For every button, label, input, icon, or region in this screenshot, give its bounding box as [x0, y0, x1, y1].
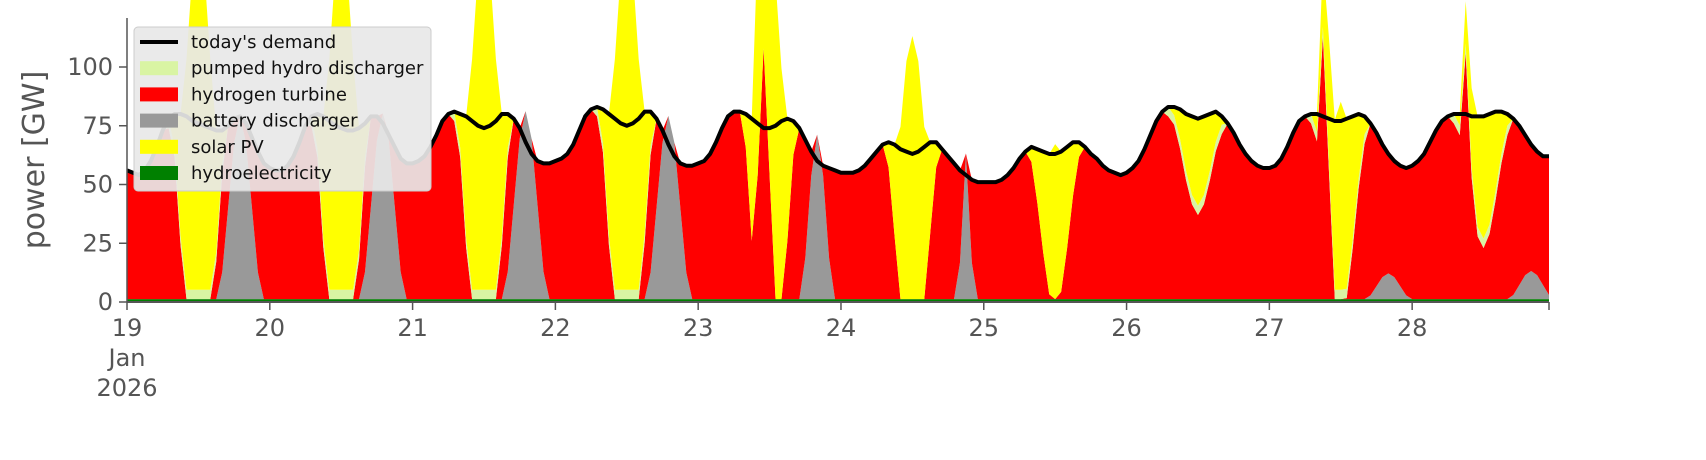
legend-swatch [140, 166, 178, 180]
legend-label: solar PV [191, 137, 264, 158]
x-tick-label: 24 [826, 314, 857, 342]
x-tick-label: 25 [968, 314, 999, 342]
legend-entry-hydroelectricity: hydroelectricity [140, 163, 332, 184]
y-tick-label: 25 [82, 229, 113, 257]
legend-swatch [140, 139, 178, 154]
x-tick-label: 21 [397, 314, 428, 342]
y-tick-label: 75 [82, 112, 113, 140]
legend-label: pumped hydro discharger [191, 58, 424, 79]
legend-swatch [140, 61, 178, 76]
legend-entry-today-s-demand: today's demand [140, 32, 336, 53]
area-hydrogen-turbine [127, 36, 1549, 300]
x-tick-label: 23 [683, 314, 714, 342]
x-tick-label: 22 [540, 314, 571, 342]
legend-label: hydroelectricity [191, 163, 332, 184]
legend-entry-hydrogen-turbine: hydrogen turbine [140, 84, 347, 105]
y-tick-label: 50 [82, 171, 113, 199]
legend-entry-battery-discharger: battery discharger [140, 111, 358, 132]
x-tick-label: 28 [1397, 314, 1428, 342]
y-tick-label: 100 [67, 53, 113, 81]
x-tick-label: 20 [255, 314, 286, 342]
legend-swatch [140, 87, 178, 102]
legend: today's demand pumped hydro discharger hyd… [133, 26, 432, 192]
legend-swatch [140, 113, 178, 128]
y-axis-label: power [GW] [17, 71, 52, 250]
x-tick-label: 27 [1254, 314, 1285, 342]
legend-box [133, 26, 432, 192]
x-tick-label: 26 [1111, 314, 1142, 342]
area-solar-pv [127, 0, 1549, 300]
legend-entry-pumped-hydro-discharger: pumped hydro discharger [140, 58, 424, 79]
legend-label: battery discharger [191, 111, 358, 132]
legend-label: hydrogen turbine [191, 84, 347, 105]
x-tick-label: 19 Jan 2026 [96, 314, 157, 402]
x-axis: 19 Jan 2026 20 21 22 23 24 25 26 27 28 [96, 301, 1550, 402]
y-tick-label: 0 [98, 288, 113, 316]
legend-entry-solar-pv: solar PV [140, 137, 264, 158]
legend-label: today's demand [191, 32, 336, 53]
y-axis: 0 25 50 75 100 [67, 18, 128, 316]
